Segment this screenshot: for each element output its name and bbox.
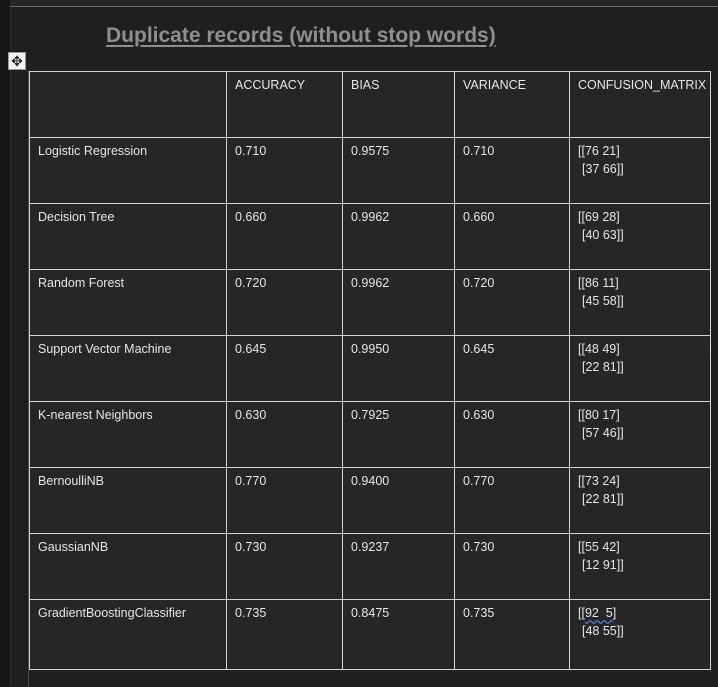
cm-line-2: [45 58]]: [582, 294, 624, 308]
header-cell-variance[interactable]: VARIANCE: [454, 71, 570, 138]
confusion-matrix-cell[interactable]: [[48 49] [22 81]]: [569, 335, 711, 402]
cm-line-1: [[73 24]: [578, 474, 620, 488]
accuracy-cell[interactable]: 0.720: [226, 269, 343, 336]
model-cell[interactable]: GradientBoostingClassifier: [29, 599, 227, 670]
header-cell-confusion-matrix[interactable]: CONFUSION_MATRIX: [569, 71, 711, 138]
table-header-row: ACCURACY BIAS VARIANCE CONFUSION_MATRIX: [29, 71, 711, 138]
table-row: K-nearest Neighbors 0.630 0.7925 0.630 […: [29, 401, 711, 468]
table-row: GaussianNB 0.730 0.9237 0.730 [[55 42] [1…: [29, 533, 711, 600]
model-cell[interactable]: Decision Tree: [29, 203, 227, 270]
cm-line-2: [12 91]]: [582, 558, 624, 572]
cm-prefix: [[: [578, 606, 585, 620]
table-row: Support Vector Machine 0.645 0.9950 0.64…: [29, 335, 711, 402]
cm-line-2: [57 46]]: [582, 426, 624, 440]
confusion-matrix-cell[interactable]: [[76 21] [37 66]]: [569, 137, 711, 204]
accuracy-cell[interactable]: 0.630: [226, 401, 343, 468]
cm-line-1: [[69 28]: [578, 210, 620, 224]
confusion-matrix-cell[interactable]: [[86 11] [45 58]]: [569, 269, 711, 336]
bias-cell[interactable]: 0.7925: [342, 401, 455, 468]
confusion-matrix-cell[interactable]: [[69 28] [40 63]]: [569, 203, 711, 270]
header-cell-accuracy[interactable]: ACCURACY: [226, 71, 343, 138]
move-arrows-icon[interactable]: ✥: [8, 52, 26, 70]
variance-cell[interactable]: 0.645: [454, 335, 570, 402]
table-row: BernoulliNB 0.770 0.9400 0.770 [[73 24][…: [29, 467, 711, 534]
accuracy-cell[interactable]: 0.735: [226, 599, 343, 670]
confusion-matrix-cell[interactable]: [[55 42] [12 91]]: [569, 533, 711, 600]
cm-line-2: [22 81]]: [582, 492, 624, 506]
bias-cell[interactable]: 0.9237: [342, 533, 455, 600]
cm-line-2: [37 66]]: [582, 162, 624, 176]
document-title: Duplicate records (without stop words): [106, 24, 496, 47]
table-row: Decision Tree 0.660 0.9962 0.660 [[69 28…: [29, 203, 711, 270]
model-cell[interactable]: Logistic Regression: [29, 137, 227, 204]
results-table: ACCURACY BIAS VARIANCE CONFUSION_MATRIX …: [29, 71, 711, 670]
cm-line-1: [[92 5]: [578, 604, 703, 622]
bias-cell[interactable]: 0.9400: [342, 467, 455, 534]
accuracy-cell[interactable]: 0.660: [226, 203, 343, 270]
model-cell[interactable]: K-nearest Neighbors: [29, 401, 227, 468]
accuracy-cell[interactable]: 0.730: [226, 533, 343, 600]
confusion-matrix-cell[interactable]: [[92 5] [48 55]]: [569, 599, 711, 670]
text-cursor: [710, 340, 711, 354]
cm-line-1: [[55 42]: [578, 540, 620, 554]
model-cell[interactable]: GaussianNB: [29, 533, 227, 600]
cm-line-1: [[76 21]: [578, 144, 620, 158]
left-ruler-strip: [0, 0, 11, 687]
variance-cell[interactable]: 0.630: [454, 401, 570, 468]
variance-cell[interactable]: 0.735: [454, 599, 570, 670]
cm-line-2: [40 63]]: [582, 228, 624, 242]
model-cell[interactable]: Support Vector Machine: [29, 335, 227, 402]
table-row: Logistic Regression 0.710 0.9575 0.710 […: [29, 137, 711, 204]
cm-suffix: ]: [612, 606, 617, 620]
accuracy-cell[interactable]: 0.645: [226, 335, 343, 402]
bias-cell[interactable]: 0.9575: [342, 137, 455, 204]
bias-cell[interactable]: 0.9962: [342, 269, 455, 336]
cm-line-2: [48 55]]: [582, 624, 624, 638]
table-row: GradientBoostingClassifier 0.735 0.8475 …: [29, 599, 711, 670]
model-cell[interactable]: Random Forest: [29, 269, 227, 336]
accuracy-cell[interactable]: 0.770: [226, 467, 343, 534]
confusion-matrix-cell[interactable]: [[80 17] [57 46]]: [569, 401, 711, 468]
cm-line-2: [22 81]]: [582, 360, 624, 374]
variance-cell[interactable]: 0.730: [454, 533, 570, 600]
cm-line-1: [[80 17]: [578, 408, 620, 422]
spellcheck-flagged-text[interactable]: 92 5: [584, 606, 613, 620]
confusion-matrix-cell[interactable]: [[73 24] [22 81]]: [569, 467, 711, 534]
header-cell-empty[interactable]: [29, 71, 227, 138]
variance-cell[interactable]: 0.770: [454, 467, 570, 534]
top-toolbar-edge: [10, 0, 718, 7]
cm-line-1: [[86 11]: [578, 276, 619, 290]
bias-cell[interactable]: 0.8475: [342, 599, 455, 670]
page-margin-line: [28, 70, 29, 687]
variance-cell[interactable]: 0.720: [454, 269, 570, 336]
bias-cell[interactable]: 0.9962: [342, 203, 455, 270]
table-row: Random Forest 0.720 0.9962 0.720 [[86 11…: [29, 269, 711, 336]
variance-cell[interactable]: 0.660: [454, 203, 570, 270]
accuracy-cell[interactable]: 0.710: [226, 137, 343, 204]
model-cell[interactable]: BernoulliNB: [29, 467, 227, 534]
cm-line-1: [[48 49]: [578, 342, 620, 356]
bias-cell[interactable]: 0.9950: [342, 335, 455, 402]
header-cell-bias[interactable]: BIAS: [342, 71, 455, 138]
variance-cell[interactable]: 0.710: [454, 137, 570, 204]
